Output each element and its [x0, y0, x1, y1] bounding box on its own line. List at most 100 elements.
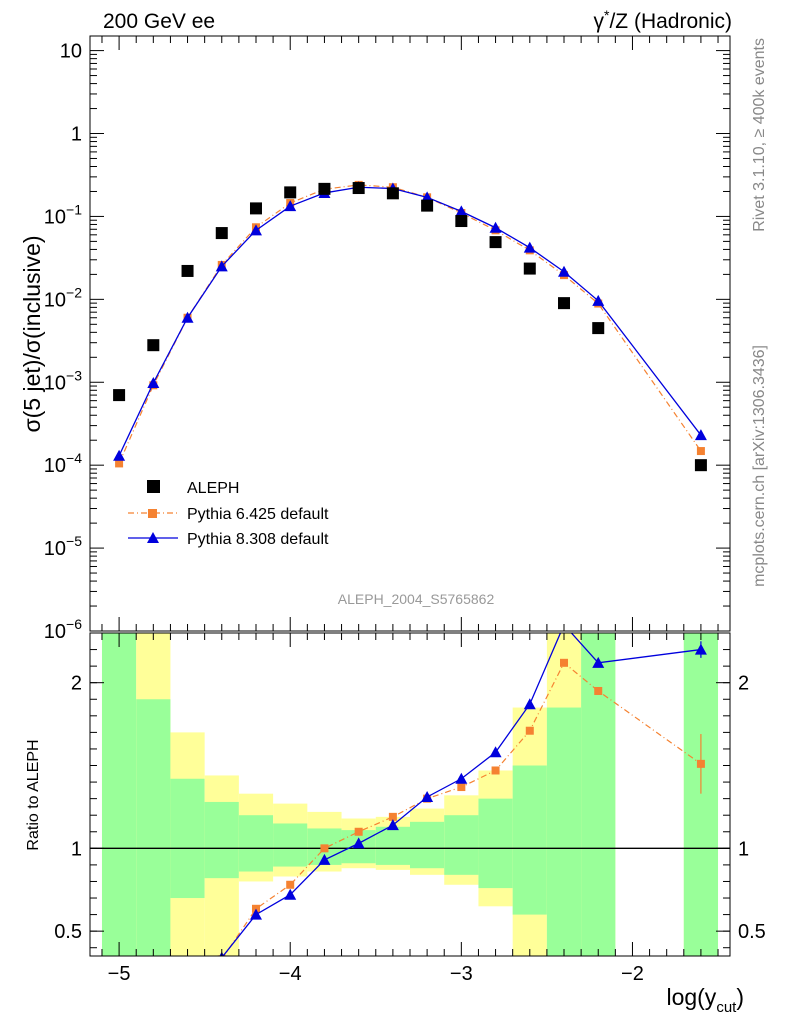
- mcplots-label: mcplots.cern.ch [arXiv:1306.3436]: [751, 345, 768, 587]
- legend-aleph-marker: [147, 480, 160, 493]
- aleph-point: [215, 227, 228, 240]
- uncertainty-band-green: [136, 699, 171, 956]
- ratio-pythia8-point: [455, 772, 468, 784]
- ratio-pythia8-line: [222, 633, 701, 956]
- main-y-tick-label: 10−2: [44, 284, 82, 311]
- ratio-x-tick-label: −4: [279, 963, 302, 985]
- aleph-point: [352, 182, 365, 195]
- aleph-point: [489, 236, 502, 249]
- uncertainty-band-green: [273, 823, 308, 867]
- main-y-tick-label: 1: [71, 124, 82, 146]
- ratio-pythia8-point: [386, 819, 399, 831]
- ratio-x-tick-label: −2: [621, 963, 644, 985]
- ratio-axes: −5 −4 −3 −2 0.5 0.5 1 1 2 2: [54, 632, 766, 985]
- analysis-id-label: ALEPH_2004_S5765862: [338, 591, 495, 607]
- uncertainty-band-green: [410, 821, 445, 869]
- ratio-x-tick-label: −5: [108, 963, 131, 985]
- aleph-point: [455, 215, 468, 228]
- legend-pythia6-marker: [148, 509, 157, 518]
- ratio-pythia6-point: [320, 844, 329, 853]
- uncertainty-band-green: [683, 633, 719, 956]
- pythia8-point: [147, 376, 160, 388]
- ratio-y-axis-label: Ratio to ALEPH: [25, 739, 42, 850]
- pythia8-point: [455, 205, 468, 217]
- legend: ALEPH Pythia 6.425 default Pythia 8.308 …: [128, 480, 329, 548]
- aleph-point: [147, 339, 160, 352]
- ratio-pythia6-point: [457, 783, 466, 792]
- ratio-pythia6-point: [286, 880, 295, 889]
- header-left-label: 200 GeV ee: [103, 10, 215, 33]
- uncertainty-band-green: [204, 801, 239, 879]
- main-y-tick-label: 10−4: [44, 450, 82, 477]
- pythia6-point: [115, 459, 124, 468]
- main-y-tick-label: 10−6: [44, 616, 82, 643]
- pythia6-point: [696, 447, 705, 456]
- main-y-tick-label: 10−1: [44, 201, 82, 228]
- pythia8-point: [215, 260, 228, 272]
- aleph-point: [284, 186, 297, 199]
- aleph-point: [386, 187, 399, 200]
- uncertainty-band-green: [478, 798, 513, 889]
- legend-aleph-label: ALEPH: [187, 480, 239, 497]
- ratio-y-tick-label-left: 0.5: [54, 921, 82, 943]
- main-y-tick-label: 10−5: [44, 533, 82, 560]
- aleph-point: [523, 262, 536, 275]
- main-series-group: [113, 180, 707, 472]
- main-y-tick-label: 10−3: [44, 367, 82, 394]
- aleph-point: [181, 264, 194, 277]
- rivet-version-label: Rivet 3.1.10, ≥ 400k events: [751, 38, 768, 232]
- x-axis-label: log(ycut): [666, 984, 744, 1016]
- header-right-label: γ*/Z (Hadronic): [594, 7, 732, 33]
- uncertainty-band-green: [512, 765, 547, 915]
- pythia8-point: [523, 241, 536, 253]
- aleph-point: [113, 389, 126, 402]
- ratio-uncertainty-bands: [101, 633, 719, 956]
- pythia8-point: [284, 200, 297, 212]
- pythia8-point: [592, 294, 605, 306]
- main-y-axis-label: σ(5 jet)/σ(inclusive): [19, 235, 45, 432]
- uncertainty-band-green: [546, 707, 582, 956]
- ratio-pythia6-point: [525, 726, 534, 735]
- ratio-x-tick-label: −3: [450, 963, 473, 985]
- ratio-pythia8-point: [318, 853, 331, 865]
- main-y-tick-label: 10: [60, 41, 82, 63]
- ratio-y-tick-label-right: 2: [738, 673, 749, 695]
- ratio-pythia6-point: [560, 658, 569, 667]
- uncertainty-band-green: [101, 633, 137, 956]
- uncertainty-band-green: [238, 815, 274, 872]
- ratio-pythia8-point: [421, 790, 434, 802]
- uncertainty-band-green: [581, 633, 616, 956]
- ratio-y-tick-label-left: 1: [71, 838, 82, 860]
- ratio-pythia8-point: [523, 698, 536, 710]
- ratio-pythia6-point: [491, 766, 500, 775]
- pythia8-point: [113, 449, 126, 461]
- ratio-y-tick-label-left: 2: [71, 673, 82, 695]
- ratio-pythia8-point: [489, 746, 502, 758]
- legend-pythia8-label: Pythia 8.308 default: [187, 531, 329, 548]
- ratio-y-tick-label-right: 1: [738, 838, 749, 860]
- ratio-series-group: [90, 633, 730, 956]
- pythia8-point: [249, 224, 262, 236]
- pythia8-point: [694, 429, 707, 441]
- aleph-point: [249, 202, 262, 215]
- ratio-pythia8-point: [592, 656, 605, 668]
- aleph-point: [558, 297, 571, 310]
- ratio-pythia6-point: [217, 955, 226, 956]
- uncertainty-band-green: [375, 826, 410, 865]
- main-frame: [89, 35, 731, 632]
- aleph-point: [421, 199, 434, 212]
- ratio-pythia6-point: [594, 686, 603, 695]
- pythia6-line: [118, 184, 702, 464]
- aleph-point: [592, 322, 605, 335]
- legend-pythia8-marker: [147, 532, 159, 543]
- ratio-pythia6-point: [354, 827, 363, 836]
- pythia8-point: [489, 221, 502, 233]
- ratio-pythia8-point: [249, 908, 262, 920]
- ratio-y-tick-label-right: 0.5: [738, 921, 766, 943]
- aleph-point: [694, 459, 707, 472]
- uncertainty-band-green: [170, 778, 205, 899]
- uncertainty-band-green: [444, 815, 479, 875]
- pythia8-point: [558, 265, 571, 277]
- main-axes: 10−6 10−5 10−4 10−3 10−2 10−1 1 10: [44, 35, 731, 643]
